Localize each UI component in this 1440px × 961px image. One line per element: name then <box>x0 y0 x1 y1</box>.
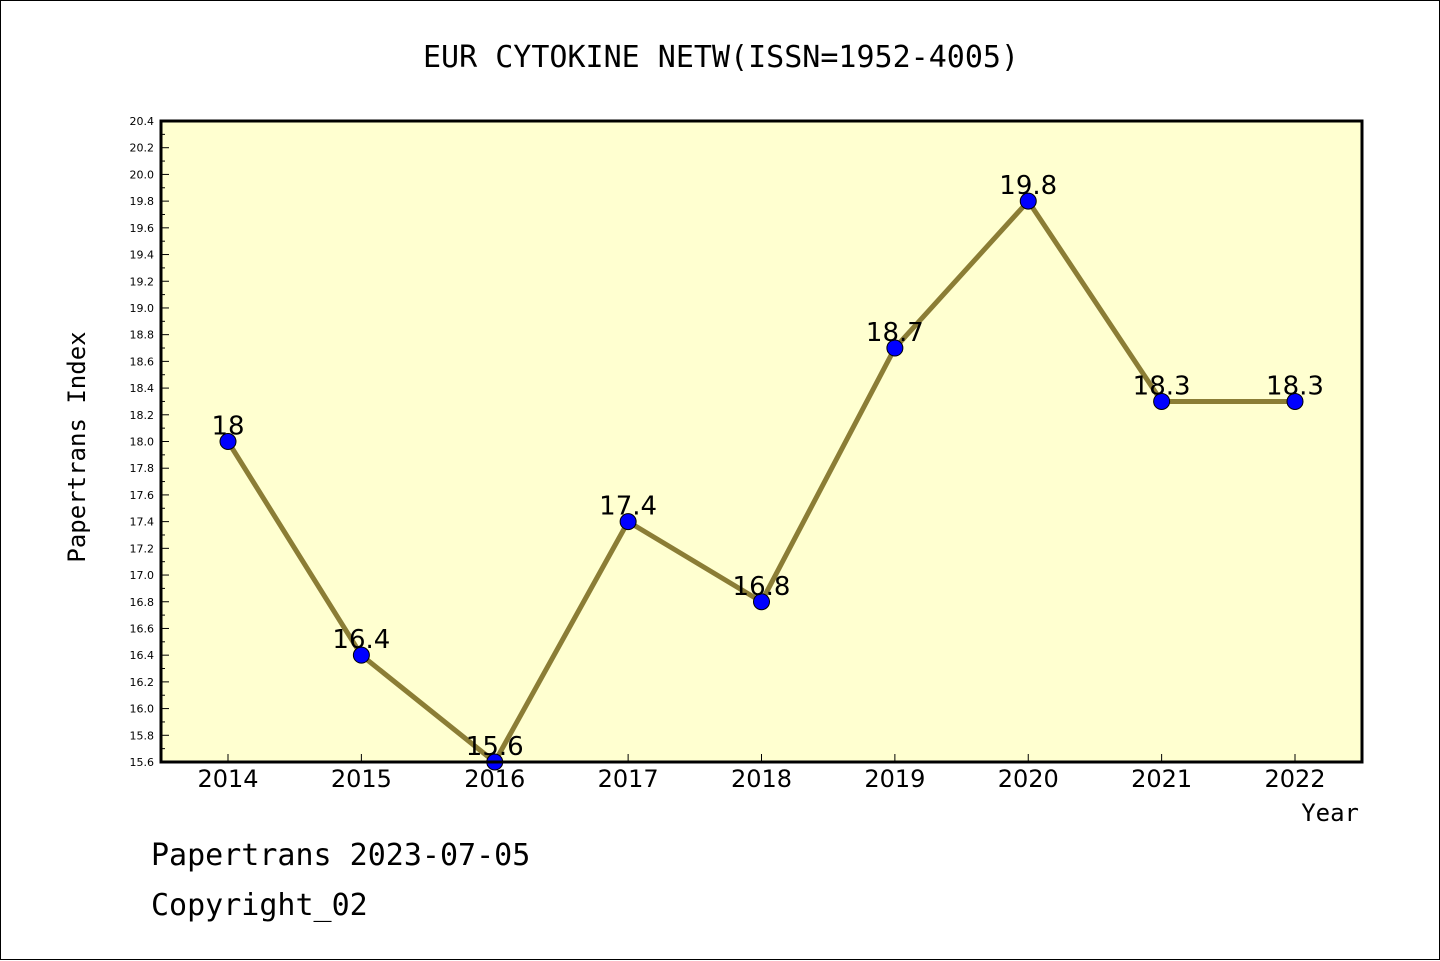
y-tick-label: 18.0 <box>130 436 155 449</box>
data-label: 18 <box>211 412 244 442</box>
y-tick-label: 19.2 <box>130 275 155 288</box>
plot-border <box>159 119 1364 764</box>
data-point-marker <box>1153 392 1171 410</box>
data-label: 18.3 <box>1266 371 1324 401</box>
x-tick-label: 2017 <box>598 765 659 793</box>
data-label: 19.8 <box>999 171 1057 201</box>
y-tick-label: 20.4 <box>130 115 155 128</box>
y-tick-label: 18.6 <box>130 355 155 368</box>
y-tick-label: 19.8 <box>130 195 155 208</box>
data-point-marker <box>886 339 904 357</box>
x-axis-label: Year <box>1301 799 1359 827</box>
data-label: 18.3 <box>1133 371 1191 401</box>
footer-date: Papertrans 2023-07-05 <box>151 838 530 873</box>
data-label: 16.4 <box>332 625 390 655</box>
y-tick-label: 17.6 <box>130 489 155 502</box>
data-point-marker <box>219 433 237 450</box>
y-axis-label: Papertrans Index <box>63 331 91 562</box>
x-axis: 2014 2015 2016 2017 2018 2019 2020 2021 2022 <box>197 754 1326 793</box>
y-tick-label: 16.4 <box>130 649 155 662</box>
plot-area <box>161 121 1362 762</box>
y-tick-label: 16.6 <box>130 622 155 635</box>
y-tick-label: 18.2 <box>130 409 155 422</box>
y-tick-label: 18.4 <box>130 382 155 395</box>
data-point-marker <box>1286 392 1304 410</box>
y-tick-label: 19.0 <box>130 302 155 315</box>
y-tick-label: 19.6 <box>130 222 155 235</box>
chart-title: EUR CYTOKINE NETW(ISSN=1952-4005) <box>423 40 1019 75</box>
y-tick-label: 16.8 <box>130 596 155 609</box>
y-tick-label: 20.0 <box>130 168 155 181</box>
data-labels-group: 18 16.4 15.6 17.4 16.8 18.7 19.8 18.3 18.3 <box>211 171 1323 762</box>
data-label: 15.6 <box>466 732 524 762</box>
data-point-marker <box>619 513 637 531</box>
y-tick-label: 16.2 <box>130 676 155 689</box>
y-tick-label: 15.6 <box>130 756 155 769</box>
y-tick-label: 19.4 <box>130 249 155 262</box>
x-tick-label: 2018 <box>731 765 792 793</box>
data-label: 16.8 <box>733 572 791 602</box>
data-point-marker <box>1019 192 1037 210</box>
data-point-marker <box>352 646 370 664</box>
y-tick-label: 17.4 <box>130 516 155 529</box>
y-tick-label: 15.8 <box>130 729 155 742</box>
y-tick-label: 17.8 <box>130 462 155 475</box>
x-tick-label: 2015 <box>331 765 392 793</box>
x-tick-label: 2020 <box>998 765 1059 793</box>
x-tick-label: 2019 <box>864 765 925 793</box>
data-label: 17.4 <box>599 492 657 522</box>
y-tick-label: 16.0 <box>130 703 155 716</box>
x-tick-label: 2014 <box>197 765 258 793</box>
x-tick-label: 2021 <box>1131 765 1192 793</box>
data-point-marker <box>753 593 770 611</box>
footer-copyright: Copyright_02 <box>151 888 368 923</box>
data-label: 18.7 <box>866 318 924 348</box>
y-tick-label: 17.0 <box>130 569 155 582</box>
y-axis: 15.6 15.8 16.0 16.2 16.4 16.6 16.8 17.0 17.2 17.4… <box>130 115 169 769</box>
x-tick-label: 2022 <box>1264 765 1325 793</box>
y-tick-label: 17.2 <box>130 542 155 555</box>
y-tick-label: 18.8 <box>130 329 155 342</box>
y-tick-label: 20.2 <box>130 142 155 155</box>
